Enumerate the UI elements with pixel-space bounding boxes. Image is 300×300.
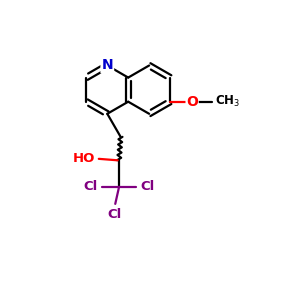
Text: Cl: Cl <box>107 208 122 221</box>
Text: N: N <box>101 58 113 73</box>
Text: Cl: Cl <box>84 180 98 193</box>
Text: HO: HO <box>73 152 95 165</box>
Text: O: O <box>186 95 198 109</box>
Text: CH$_3$: CH$_3$ <box>215 94 240 109</box>
Text: Cl: Cl <box>140 180 154 193</box>
